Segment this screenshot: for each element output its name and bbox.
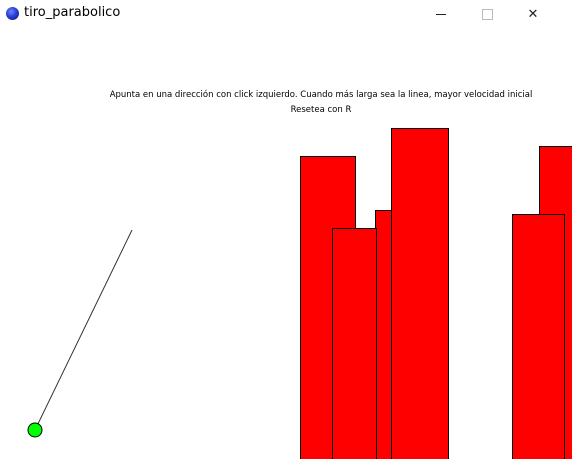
close-icon: ✕ <box>527 6 539 22</box>
obstacle-6 <box>512 214 565 459</box>
aim-layer <box>27 229 133 438</box>
minimize-icon <box>436 13 446 15</box>
close-button[interactable]: ✕ <box>510 0 556 28</box>
aim-line <box>34 229 133 431</box>
projectile-ball <box>27 422 43 438</box>
window-title: tiro_parabolico <box>24 5 121 20</box>
instructions-aim: Apunta en una dirección con click izquie… <box>109 90 533 100</box>
game-canvas[interactable]: Apunta en una dirección con click izquie… <box>0 28 572 459</box>
app-icon <box>6 7 19 20</box>
maximize-button[interactable] <box>464 0 510 28</box>
title-bar[interactable]: tiro_parabolico ✕ <box>0 0 572 28</box>
minimize-button[interactable] <box>418 0 464 28</box>
maximize-icon <box>481 8 493 20</box>
obstacle-4 <box>391 128 449 459</box>
obstacle-3 <box>332 228 377 459</box>
instructions-reset: Resetea con R <box>290 105 352 115</box>
